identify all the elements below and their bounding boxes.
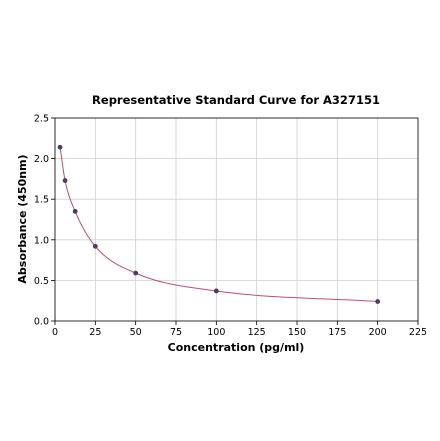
fit-curve bbox=[59, 147, 378, 303]
y-axis-label: Absorbance (450nm) bbox=[16, 154, 29, 283]
plot-area-frame bbox=[54, 117, 419, 322]
x-tick-label: 25 bbox=[89, 327, 101, 338]
x-tick-label: 175 bbox=[328, 327, 346, 338]
x-tick-label: 225 bbox=[409, 327, 427, 338]
y-tick-label: 1.0 bbox=[34, 235, 49, 246]
x-tick-label: 75 bbox=[170, 327, 182, 338]
data-point bbox=[213, 288, 219, 294]
data-points bbox=[57, 144, 381, 304]
fit-curve-group bbox=[59, 147, 378, 303]
y-tick-label: 1.5 bbox=[34, 195, 49, 206]
data-point bbox=[375, 299, 381, 304]
y-tick-label: 2.0 bbox=[34, 154, 49, 165]
y-tick-label: 2.5 bbox=[34, 114, 49, 125]
x-tick-label: 200 bbox=[369, 327, 387, 338]
data-point bbox=[72, 208, 78, 214]
y-axis-ticks: 0.0 0.5 1.0 1.5 2.0 2.5 bbox=[34, 114, 55, 328]
grid-lines bbox=[54, 117, 419, 322]
data-point bbox=[92, 243, 98, 249]
x-axis-label: Concentration (pg/ml) bbox=[168, 341, 305, 354]
x-tick-label: 100 bbox=[207, 327, 225, 338]
y-tick-label: 0.5 bbox=[34, 276, 49, 287]
data-point bbox=[57, 144, 63, 150]
data-point bbox=[133, 270, 139, 276]
chart-title: Representative Standard Curve for A32715… bbox=[92, 93, 380, 107]
x-tick-label: 125 bbox=[248, 327, 266, 338]
y-tick-label: 0.0 bbox=[34, 317, 49, 328]
x-tick-label: 0 bbox=[52, 327, 58, 338]
x-axis-ticks: 0 25 50 75 100 125 150 175 200 225 bbox=[52, 321, 427, 338]
x-tick-label: 150 bbox=[288, 327, 306, 338]
data-point bbox=[62, 178, 68, 183]
x-tick-label: 50 bbox=[130, 327, 142, 338]
